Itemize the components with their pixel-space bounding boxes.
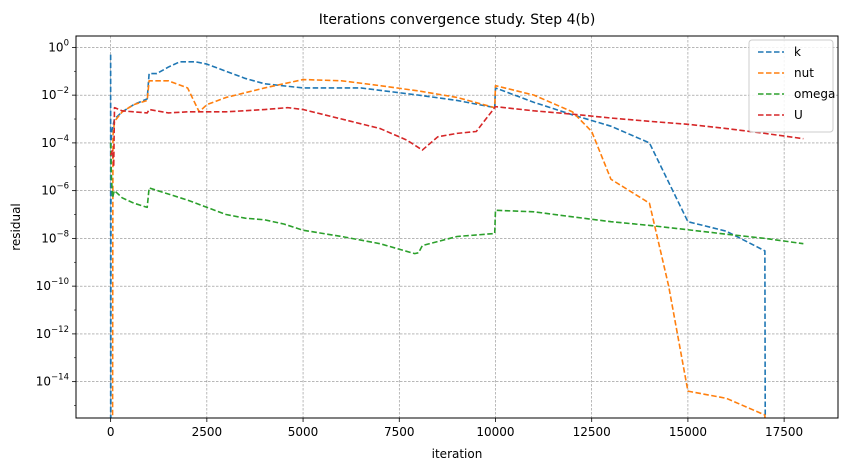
x-tick-label: 5000	[288, 425, 319, 439]
plot-frame	[75, 35, 839, 419]
x-tick-label: 7500	[384, 425, 415, 439]
series-line-nut	[111, 78, 766, 418]
y-tick-label: 10−6	[41, 182, 69, 198]
y-tick-label: 10−8	[41, 229, 69, 245]
y-tick-label: 10−12	[36, 325, 69, 341]
series-line-k	[109, 54, 767, 418]
series-line-omega	[109, 142, 804, 255]
x-tick-label: 12500	[573, 425, 611, 439]
y-axis-label: residual	[9, 203, 23, 251]
x-axis: 0 2500 5000 7500 10000 12500 15000 17500	[107, 418, 803, 439]
y-tick-label: 100	[48, 38, 69, 54]
series-line-U	[109, 105, 804, 168]
grid	[76, 36, 838, 418]
legend-label: k	[794, 45, 801, 59]
legend-box	[748, 39, 834, 133]
x-tick-label: 0	[107, 425, 115, 439]
x-tick-label: 2500	[192, 425, 223, 439]
x-tick-label: 10000	[476, 425, 514, 439]
legend-label: U	[794, 108, 803, 122]
legend-label: omega	[794, 87, 835, 101]
chart-title: Iterations convergence study. Step 4(b)	[319, 12, 596, 28]
legend: k nut omega U	[748, 39, 835, 133]
x-axis-label: iteration	[432, 447, 483, 461]
x-tick-label: 15000	[669, 425, 707, 439]
y-tick-label: 10−10	[36, 277, 69, 293]
y-tick-label: 10−14	[36, 373, 69, 389]
y-tick-label: 10−2	[41, 86, 69, 102]
legend-label: nut	[794, 66, 814, 80]
y-axis: 100 10−2 10−4 10−6 10−8 10−10 10−12 10−14	[36, 38, 76, 406]
series-group	[109, 54, 804, 418]
x-tick-label: 17500	[765, 425, 803, 439]
y-tick-label: 10−4	[41, 134, 69, 150]
